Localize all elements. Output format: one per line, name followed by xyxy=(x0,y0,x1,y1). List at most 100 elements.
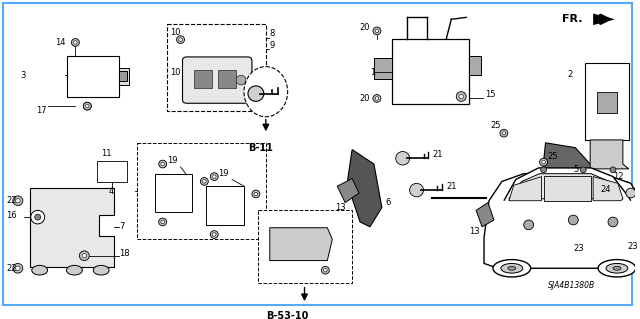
Text: 10: 10 xyxy=(170,68,180,77)
Polygon shape xyxy=(593,177,623,201)
Text: 9: 9 xyxy=(270,41,275,50)
Polygon shape xyxy=(593,13,615,25)
Ellipse shape xyxy=(613,266,621,270)
Text: 11: 11 xyxy=(101,149,111,158)
Circle shape xyxy=(161,162,164,166)
Circle shape xyxy=(31,210,45,224)
Ellipse shape xyxy=(244,67,287,117)
Polygon shape xyxy=(543,176,591,201)
Circle shape xyxy=(573,186,587,200)
Text: B-53-10: B-53-10 xyxy=(266,311,308,319)
Polygon shape xyxy=(476,203,494,227)
Ellipse shape xyxy=(67,265,83,275)
Circle shape xyxy=(620,244,624,248)
Text: 21: 21 xyxy=(446,182,457,191)
Circle shape xyxy=(179,38,182,41)
Text: 23: 23 xyxy=(628,241,639,251)
Circle shape xyxy=(524,220,534,230)
Text: 22: 22 xyxy=(6,196,17,205)
Polygon shape xyxy=(590,140,629,169)
Ellipse shape xyxy=(93,265,109,275)
Circle shape xyxy=(177,36,184,43)
Circle shape xyxy=(604,180,612,187)
Circle shape xyxy=(608,217,618,227)
Circle shape xyxy=(375,29,379,33)
Ellipse shape xyxy=(508,266,516,270)
Bar xyxy=(258,210,352,283)
Circle shape xyxy=(601,200,619,217)
Bar xyxy=(67,56,119,97)
Circle shape xyxy=(15,266,20,271)
Text: 16: 16 xyxy=(6,211,17,220)
Text: 6: 6 xyxy=(386,198,391,207)
Circle shape xyxy=(373,27,381,35)
Text: B-11: B-11 xyxy=(248,143,273,153)
Bar xyxy=(119,71,127,81)
Circle shape xyxy=(212,233,216,236)
Text: 12: 12 xyxy=(613,172,623,181)
Text: 13: 13 xyxy=(469,227,480,236)
Circle shape xyxy=(236,75,246,85)
Circle shape xyxy=(459,94,463,99)
Circle shape xyxy=(626,188,636,198)
Circle shape xyxy=(630,219,640,229)
Circle shape xyxy=(211,173,218,181)
Circle shape xyxy=(580,167,586,173)
Polygon shape xyxy=(509,174,623,199)
FancyBboxPatch shape xyxy=(182,57,252,103)
Circle shape xyxy=(212,175,216,178)
Polygon shape xyxy=(504,168,631,201)
Text: 7: 7 xyxy=(119,222,124,231)
Circle shape xyxy=(254,192,258,196)
Bar xyxy=(97,161,127,182)
Circle shape xyxy=(630,188,640,198)
Text: 10: 10 xyxy=(170,28,180,37)
Polygon shape xyxy=(509,177,541,201)
Text: 4: 4 xyxy=(109,187,115,196)
Circle shape xyxy=(159,218,166,226)
Polygon shape xyxy=(337,179,359,203)
Bar xyxy=(565,182,627,237)
Circle shape xyxy=(83,102,92,110)
Circle shape xyxy=(74,41,77,44)
Circle shape xyxy=(375,97,379,100)
Text: 22: 22 xyxy=(6,264,17,273)
Circle shape xyxy=(324,269,327,272)
Text: 20: 20 xyxy=(359,23,369,32)
Text: 25: 25 xyxy=(547,152,558,161)
Text: 1: 1 xyxy=(370,68,375,77)
Bar xyxy=(206,186,244,225)
Bar xyxy=(155,174,193,212)
Circle shape xyxy=(502,131,506,135)
Text: 17: 17 xyxy=(36,106,46,115)
Bar xyxy=(137,143,266,239)
Circle shape xyxy=(568,215,579,225)
Text: 2: 2 xyxy=(567,70,573,79)
Polygon shape xyxy=(484,172,640,268)
Circle shape xyxy=(35,214,41,220)
Circle shape xyxy=(79,251,89,261)
Circle shape xyxy=(632,222,637,226)
Ellipse shape xyxy=(606,263,628,273)
Polygon shape xyxy=(29,188,114,267)
Circle shape xyxy=(86,104,89,108)
Circle shape xyxy=(540,158,547,166)
Circle shape xyxy=(617,241,627,251)
Circle shape xyxy=(13,196,23,205)
Circle shape xyxy=(202,180,206,183)
Circle shape xyxy=(248,86,264,101)
Circle shape xyxy=(373,94,381,102)
Ellipse shape xyxy=(598,260,636,277)
Bar xyxy=(195,70,212,88)
Circle shape xyxy=(500,129,508,137)
Ellipse shape xyxy=(493,260,531,277)
Text: 5: 5 xyxy=(573,165,579,174)
Text: 25: 25 xyxy=(490,121,500,130)
Bar xyxy=(119,68,129,85)
Circle shape xyxy=(211,231,218,238)
Text: 21: 21 xyxy=(433,150,443,159)
Bar xyxy=(469,56,481,75)
Circle shape xyxy=(573,217,587,231)
Ellipse shape xyxy=(32,265,47,275)
Circle shape xyxy=(632,191,637,195)
